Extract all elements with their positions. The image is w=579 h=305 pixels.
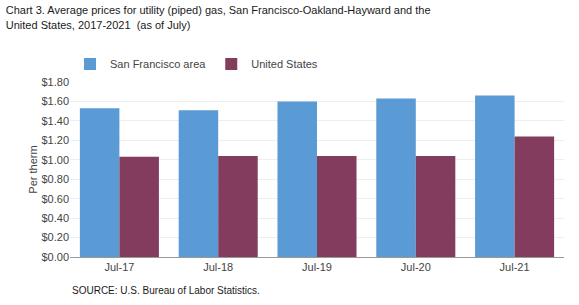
- svg-text:Chart 3. Average prices for ut: Chart 3. Average prices for utility (pip…: [6, 4, 431, 30]
- svg-text:$1.20: $1.20: [41, 134, 69, 146]
- svg-text:$0.40: $0.40: [41, 212, 69, 224]
- svg-text:Jul-20: Jul-20: [401, 261, 431, 273]
- svg-text:SOURCE: U.S. Bureau of Labor S: SOURCE: U.S. Bureau of Labor Statistics.: [72, 285, 260, 296]
- svg-text:United States: United States: [251, 58, 318, 70]
- svg-text:$0.60: $0.60: [41, 193, 69, 205]
- svg-text:$1.00: $1.00: [41, 154, 69, 166]
- svg-text:Jul-19: Jul-19: [302, 261, 332, 273]
- svg-text:Jul-18: Jul-18: [203, 261, 233, 273]
- svg-text:$1.60: $1.60: [41, 95, 69, 107]
- svg-text:San Francisco area: San Francisco area: [110, 58, 206, 70]
- svg-text:Jul-17: Jul-17: [104, 261, 134, 273]
- svg-text:$0.20: $0.20: [41, 231, 69, 243]
- svg-text:$0.00: $0.00: [41, 251, 69, 263]
- svg-text:$0.80: $0.80: [41, 173, 69, 185]
- svg-text:$1.40: $1.40: [41, 115, 69, 127]
- svg-text:Jul-21: Jul-21: [500, 261, 530, 273]
- svg-text:Per therm: Per therm: [27, 145, 39, 193]
- svg-text:$1.80: $1.80: [41, 76, 69, 88]
